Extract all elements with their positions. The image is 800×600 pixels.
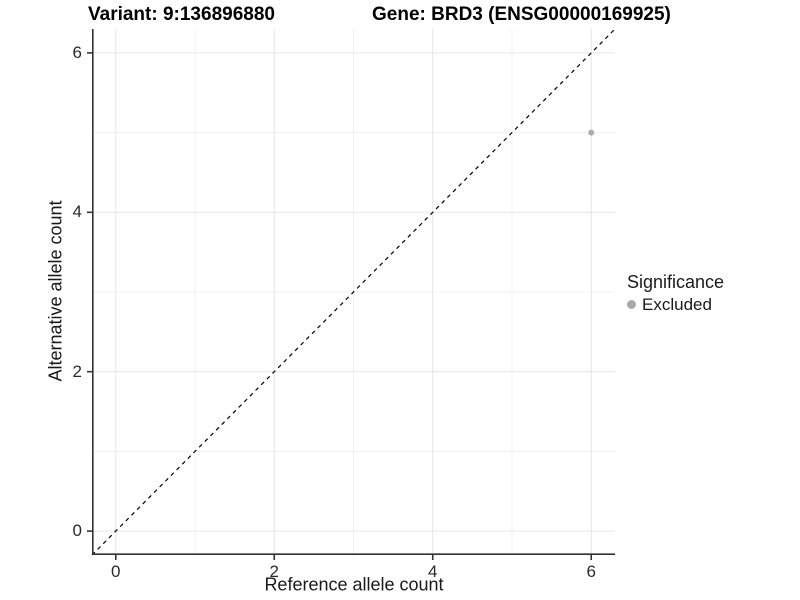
x-axis-title: Reference allele count bbox=[264, 574, 444, 595]
legend-item-label: Excluded bbox=[642, 295, 712, 314]
y-tick-label: 2 bbox=[72, 361, 82, 381]
legend-title: Significance bbox=[627, 272, 725, 292]
y-tick-label: 6 bbox=[72, 42, 82, 62]
legend: Significance Excluded bbox=[627, 271, 724, 315]
plot-panel bbox=[87, 28, 616, 560]
y-tick-label: 4 bbox=[72, 202, 82, 222]
y-axis-title: Alternative allele count bbox=[45, 200, 66, 382]
legend-key-dot-icon bbox=[627, 300, 636, 309]
identity-dashed-line bbox=[91, 28, 616, 556]
y-tick-label: 0 bbox=[72, 521, 82, 541]
legend-item: Excluded bbox=[627, 294, 724, 315]
plot-title-gene: Gene: BRD3 (ENSG00000169925) bbox=[372, 4, 671, 25]
x-tick-label: 2 bbox=[269, 562, 279, 581]
x-tick-label: 4 bbox=[428, 562, 438, 581]
x-tick-label: 6 bbox=[586, 562, 596, 581]
plot-title-variant: Variant: 9:136896880 bbox=[88, 4, 275, 25]
x-tick-label: 0 bbox=[111, 562, 121, 581]
data-point bbox=[588, 129, 595, 136]
plot-area-svg bbox=[87, 28, 616, 560]
legend-items: Excluded bbox=[627, 294, 724, 315]
